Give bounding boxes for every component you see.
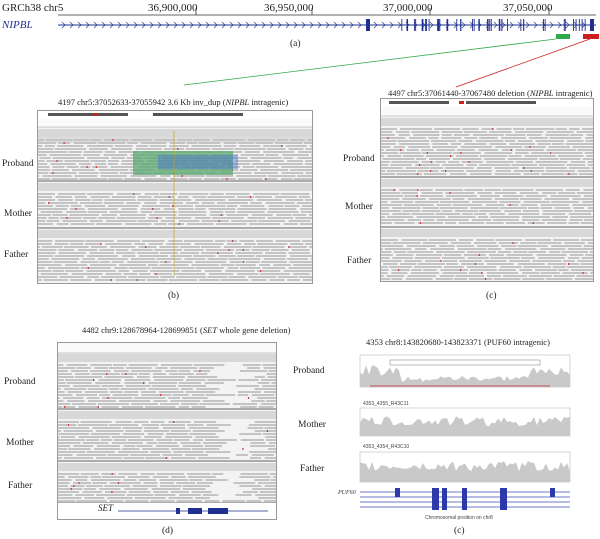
panel-c1-igv-view [380, 98, 594, 282]
panel-d-title: 4482 chr9:128678964-128699851 (SET whole… [82, 325, 290, 335]
position-label-1: 36,900,000 [148, 2, 198, 14]
red-region-mark [583, 34, 599, 39]
panel-d-row-father: Father [8, 481, 33, 491]
caption-b: (b) [168, 291, 180, 301]
panel-d-row-mother: Mother [6, 438, 34, 448]
panel-b-igv-view [37, 110, 313, 284]
genome-track-panel: GRCh38 chr5 36,900,000 36,950,000 37,000… [0, 0, 600, 56]
panel-c2-graphic [359, 354, 571, 514]
panel-c1-row-mother: Mother [345, 202, 373, 212]
position-label-2: 36,950,000 [264, 2, 314, 14]
panel-d-igv-graphic [58, 343, 276, 519]
position-label-3: 37,000,000 [383, 2, 433, 14]
panel-d-igv-view: SET [57, 342, 277, 520]
panel-d-title-prefix: 4482 chr9:128678964-128699851 ( [82, 325, 203, 335]
panel-d-gene-label: SET [98, 503, 114, 513]
caption-c2: (c) [454, 526, 465, 536]
panel-b-row-mother: Mother [4, 209, 32, 219]
genome-ruler [58, 8, 599, 39]
panel-d-row-proband: Proband [4, 377, 36, 387]
panel-c2-sample-mother: 4353_4355_R43C11 [363, 401, 409, 407]
zoom-lines [183, 38, 591, 88]
panel-b-title-suffix: intragenic) [249, 97, 289, 107]
panel-d-title-gene: SET [202, 325, 218, 335]
panel-c2-plots: 4353_4355_R43C11 4353_4354_R43C10 PUF60 … [330, 350, 592, 521]
panel-c1-row-proband: Proband [343, 154, 375, 164]
gene-label-nipbl: NIPBL [2, 19, 33, 31]
panel-c1-igv-graphic [381, 99, 593, 280]
panel-c2-row-mother: Mother [298, 420, 326, 430]
panel-c1-title-prefix: 4497 chr5:37061440-37067480 deletion ( [388, 88, 530, 98]
panel-c2-title: 4353 chr8:143820680-143823371 (PUF60 int… [366, 337, 550, 347]
gene-exons [366, 19, 594, 31]
panel-b-title-prefix: 4197 chr5:37052633-37055942 3.6 Kb inv_d… [58, 97, 226, 107]
panel-c2-row-father: Father [300, 464, 325, 474]
panel-d-title-suffix: whole gene deletion) [217, 325, 291, 335]
panel-b-row-proband: Proband [2, 159, 34, 169]
panel-c2-gene-label: PUF60 [338, 490, 356, 496]
position-label-4: 37,050,000 [503, 2, 553, 14]
caption-a: (a) [290, 39, 301, 49]
panel-c2-sample-father: 4353_4354_R43C10 [363, 444, 410, 450]
panel-c2-x-axis-label: Chromosomal position on chr8 [425, 515, 493, 521]
panel-b-title-gene: NIPBL [225, 97, 250, 107]
panel-c1-row-father: Father [347, 256, 372, 266]
panel-b-igv-graphic [38, 111, 312, 281]
panel-b-title: 4197 chr5:37052633-37055942 3.6 Kb inv_d… [58, 97, 288, 107]
caption-d: (d) [162, 526, 174, 536]
caption-c1: (c) [486, 291, 497, 301]
panel-c2-row-proband: Proband [293, 366, 325, 376]
panel-b-row-father: Father [4, 250, 29, 260]
green-region-mark [556, 34, 570, 39]
assembly-label: GRCh38 chr5 [2, 2, 64, 14]
panel-c1-title-gene: NIPBL [529, 88, 554, 98]
panel-c1-title-suffix: intragenic) [553, 88, 593, 98]
panel-c1-title: 4497 chr5:37061440-37067480 deletion (NI… [388, 88, 592, 98]
